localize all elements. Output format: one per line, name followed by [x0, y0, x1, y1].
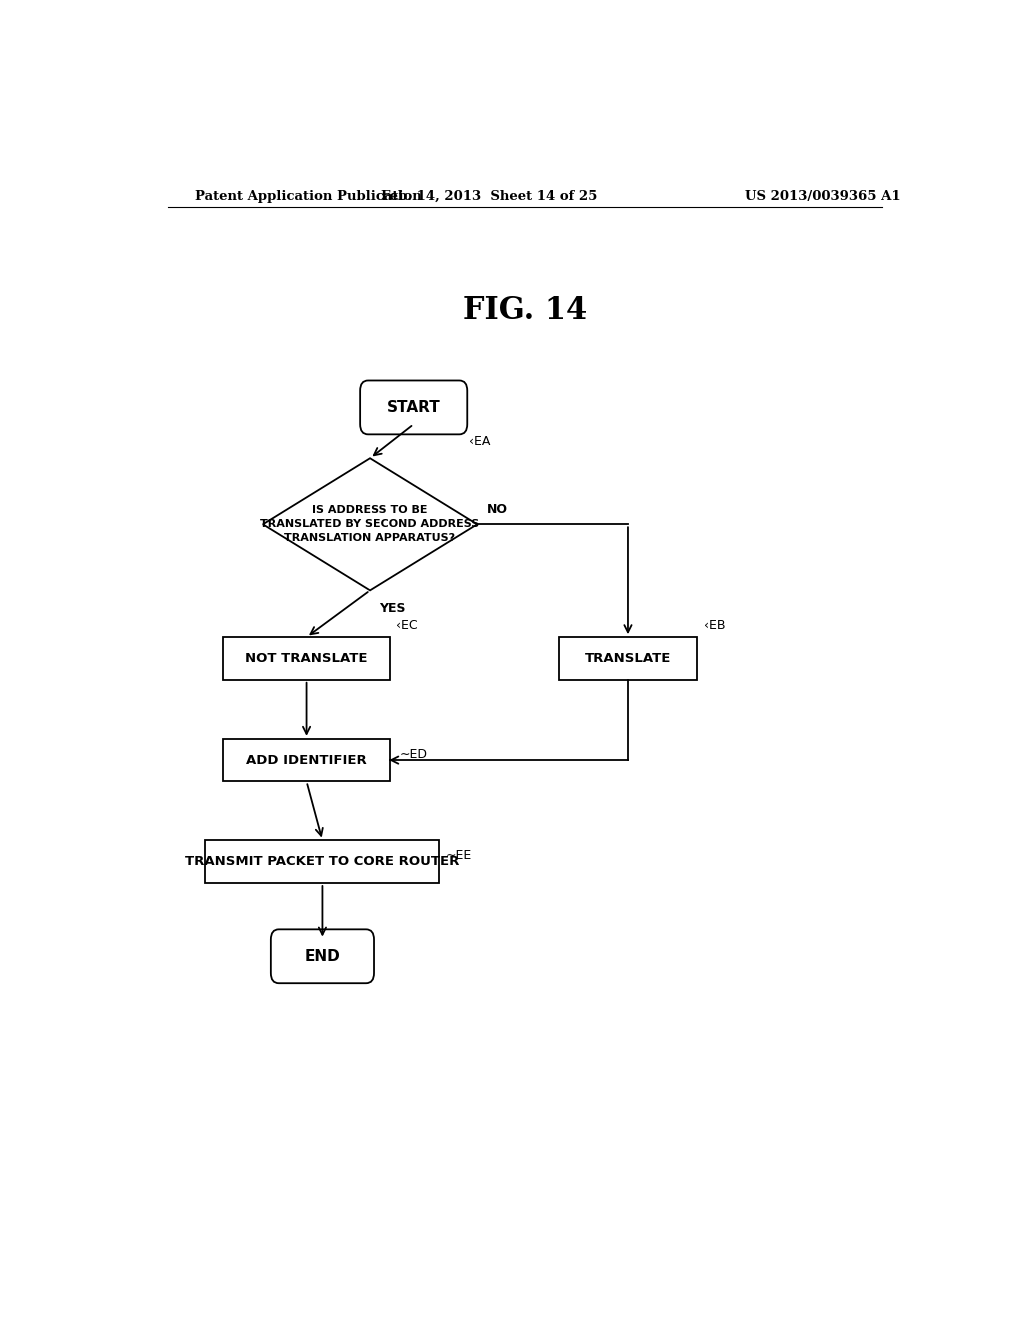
- Text: IS ADDRESS TO BE
TRANSLATED BY SECOND ADDRESS
TRANSLATION APPARATUS?: IS ADDRESS TO BE TRANSLATED BY SECOND AD…: [260, 506, 479, 544]
- Text: ‹EA: ‹EA: [469, 436, 490, 447]
- Text: Feb. 14, 2013  Sheet 14 of 25: Feb. 14, 2013 Sheet 14 of 25: [381, 190, 597, 202]
- Text: FIG. 14: FIG. 14: [463, 296, 587, 326]
- Text: NO: NO: [486, 503, 508, 516]
- Text: NOT TRANSLATE: NOT TRANSLATE: [246, 652, 368, 665]
- Bar: [558, 638, 697, 680]
- Text: ADD IDENTIFIER: ADD IDENTIFIER: [246, 754, 367, 767]
- Text: TRANSLATE: TRANSLATE: [585, 652, 671, 665]
- Text: ∼ED: ∼ED: [399, 747, 427, 760]
- Bar: [206, 841, 439, 883]
- Text: END: END: [304, 949, 340, 964]
- Text: ‹EC: ‹EC: [396, 619, 418, 632]
- Text: Patent Application Publication: Patent Application Publication: [196, 190, 422, 202]
- FancyBboxPatch shape: [270, 929, 374, 983]
- Text: START: START: [387, 400, 440, 414]
- FancyBboxPatch shape: [360, 380, 467, 434]
- Text: US 2013/0039365 A1: US 2013/0039365 A1: [744, 190, 900, 202]
- Text: YES: YES: [380, 602, 407, 615]
- Polygon shape: [263, 458, 477, 590]
- Text: ‹EB: ‹EB: [703, 619, 725, 632]
- Bar: [223, 739, 390, 781]
- Bar: [223, 638, 390, 680]
- Text: ∼EE: ∼EE: [445, 849, 472, 862]
- Text: TRANSMIT PACKET TO CORE ROUTER: TRANSMIT PACKET TO CORE ROUTER: [185, 855, 460, 869]
